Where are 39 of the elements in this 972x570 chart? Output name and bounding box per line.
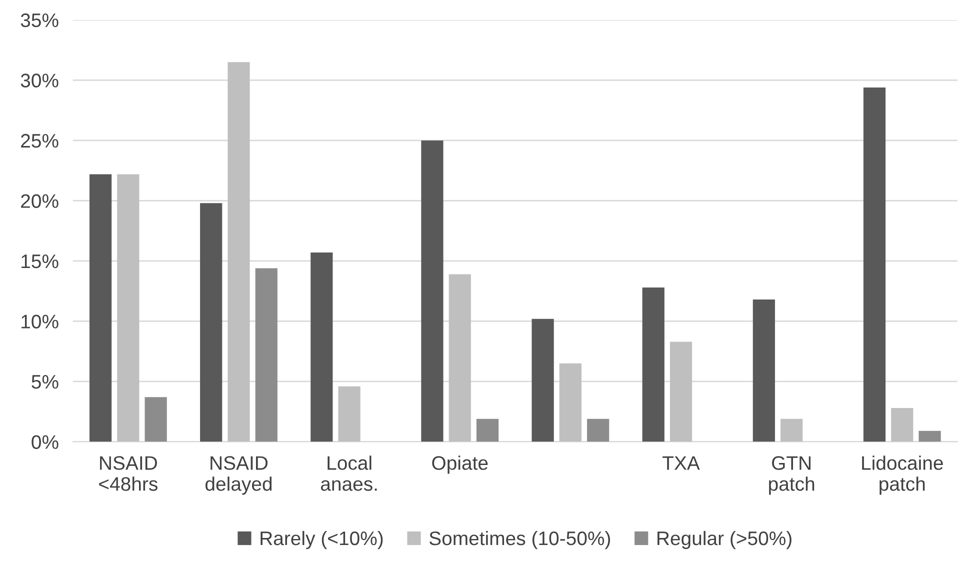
x-tick-label: Lidocaine patch <box>862 456 943 495</box>
y-tick-label: 10% <box>22 314 58 328</box>
bar <box>338 386 360 442</box>
bar <box>642 287 664 442</box>
legend-label: Rarely (<10%) <box>260 530 383 550</box>
bar <box>310 252 333 442</box>
y-tick-label: 5% <box>32 375 58 389</box>
legend-label: Regular (>50%) <box>658 530 792 550</box>
bar <box>200 203 222 442</box>
y-tick-label: 25% <box>21 134 58 148</box>
y-tick-label: 15% <box>22 254 58 268</box>
x-tick-label: GTN patch <box>769 456 814 495</box>
bar <box>918 430 941 442</box>
bar <box>863 87 886 442</box>
bar <box>476 418 499 442</box>
bar <box>255 268 278 442</box>
bar <box>448 274 471 442</box>
x-tick-label: NSAID <48hrs <box>99 456 158 491</box>
x-tick-label: TXA <box>662 456 700 470</box>
bar <box>780 418 803 442</box>
legend-label: Sometimes (10-50%) <box>429 530 610 550</box>
bar <box>421 140 444 442</box>
x-tick-label: Opiate <box>432 456 488 474</box>
x-tick-label: NSAID delayed <box>206 456 272 495</box>
bar <box>670 342 692 442</box>
bar <box>117 174 140 442</box>
y-tick-label: 35% <box>20 13 58 28</box>
y-tick-label: 0% <box>32 435 58 449</box>
x-tick-label: Local anaes. <box>320 456 377 491</box>
bar <box>228 62 250 442</box>
bar <box>587 418 610 442</box>
bar <box>752 300 775 442</box>
y-tick-label: 20% <box>21 194 58 208</box>
bar <box>891 408 914 442</box>
y-tick-label: 30% <box>20 74 58 88</box>
bar <box>559 363 582 442</box>
bar <box>532 318 554 442</box>
bar <box>89 174 112 442</box>
bar <box>144 397 167 442</box>
